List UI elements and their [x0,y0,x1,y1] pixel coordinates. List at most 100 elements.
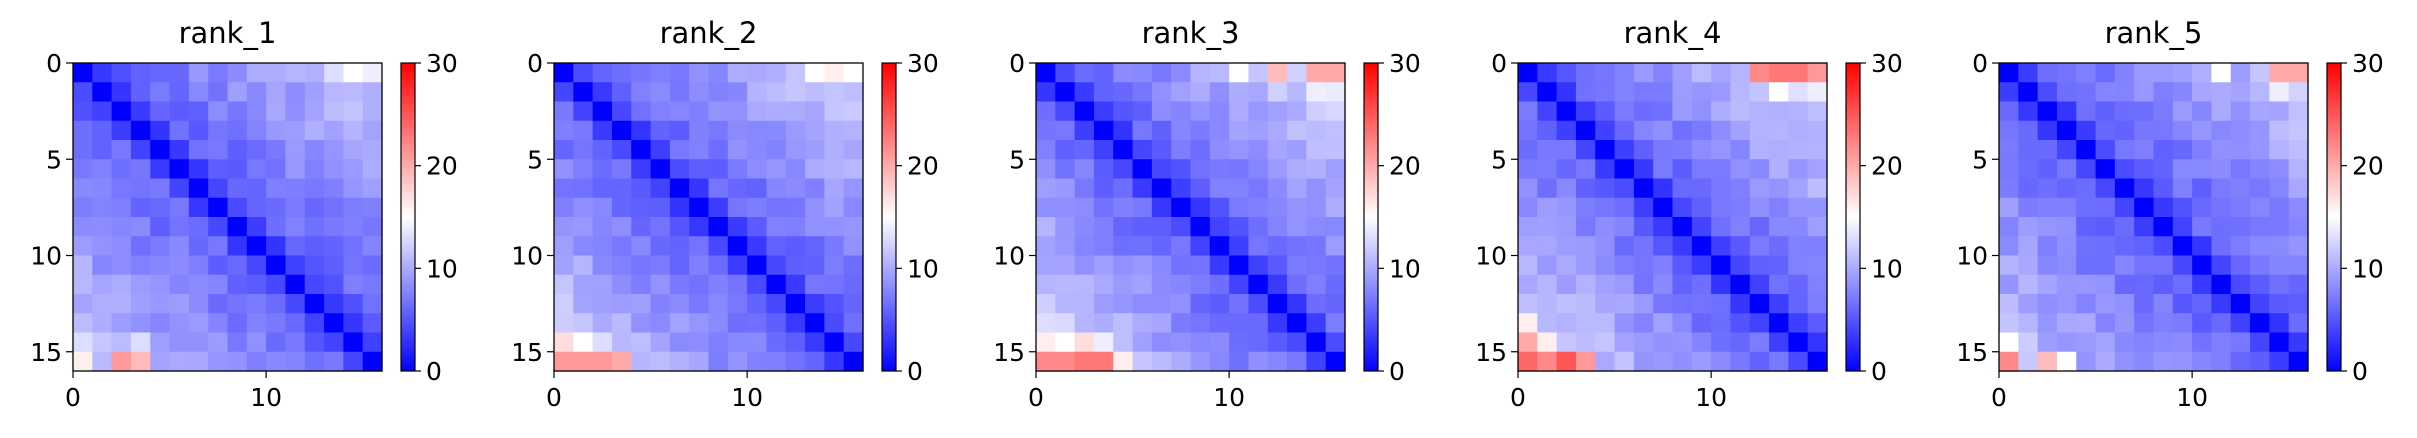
heatmap-cell [1575,120,1596,141]
heatmap-cell [689,140,710,160]
heatmap-cell [1749,159,1770,180]
heatmap-cell [2269,255,2290,276]
heatmap-cell [766,197,787,218]
heatmap-cell [2269,294,2290,314]
heatmap-cell [1229,236,1250,257]
colorbar-tick-label: 30 [907,49,939,78]
chart-title: rank_1 [179,16,277,50]
heatmap-cell [266,313,287,334]
heatmap-cell [592,351,613,372]
heatmap-cell [208,332,229,353]
heatmap-cell [1306,120,1327,141]
heatmap-cell [2269,351,2290,372]
colorbar-tick-label: 20 [2352,152,2384,181]
heatmap-cell [2172,236,2193,257]
heatmap-cell [1633,178,1654,199]
heatmap-cell [266,236,287,257]
heatmap-cell [362,140,383,160]
heatmap-cell [1267,274,1288,295]
heatmap-cell [2269,140,2290,160]
heatmap-cell [1633,236,1654,257]
heatmap-cell [1074,101,1095,122]
heatmap-cell [669,332,690,353]
heatmap-cell [1769,82,1789,103]
heatmap-cell [285,351,306,372]
heatmap-cell [1788,63,1809,83]
heatmap-cell [1537,63,1558,83]
colorbar [400,62,416,372]
heatmap-cell [2192,313,2213,334]
heatmap-cell [92,178,113,199]
heatmap-cell [573,236,594,257]
heatmap-cell [1769,140,1789,160]
heatmap-cell [2172,332,2193,353]
heatmap-cell [2056,313,2077,334]
heatmap-cell [2076,197,2097,218]
heatmap-cell [1093,82,1114,103]
heatmap-cell [611,82,632,103]
heatmap-cell [246,255,267,276]
heatmap-cell [1691,101,1712,122]
heatmap-cell [188,332,209,353]
heatmap-cell [227,294,248,314]
heatmap-cell [785,274,806,295]
y-tick-label: 15 [1475,338,1507,367]
heatmap-cell [747,197,768,218]
heatmap-cell [1325,351,1346,372]
heatmap-cell [1171,332,1192,353]
heatmap-cell [1151,140,1172,160]
heatmap-cell [1248,120,1269,141]
heatmap-cell [2153,63,2174,83]
heatmap-cell [1190,120,1211,141]
heatmap-cell [554,120,574,141]
heatmap-cell [785,140,806,160]
heatmap-cell [1769,351,1789,372]
heatmap-cell [2269,236,2290,257]
heatmap-cell [1653,101,1674,122]
heatmap-cell [573,82,594,103]
heatmap-cell [362,236,383,257]
heatmap-cell [689,351,710,372]
heatmap-cell [1248,255,1269,276]
heatmap-cell [92,236,113,257]
heatmap-cell [554,294,574,314]
heatmap-cell [1209,217,1230,237]
heatmap-cell [708,313,729,334]
heatmap-cell [208,313,229,334]
heatmap-cell [1151,332,1172,353]
heatmap-cell [1749,101,1770,122]
heatmap-cell [1999,120,2019,141]
x-tick-label: 10 [2176,383,2208,412]
heatmap-cell [362,217,383,237]
heatmap-cell [1229,217,1250,237]
heatmap-cell [785,178,806,199]
heatmap-cell [2269,332,2290,353]
heatmap-cell [130,159,151,180]
heatmap-cell [1036,274,1056,295]
heatmap-cell [1633,159,1654,180]
heatmap-cell [266,120,287,141]
heatmap-cell [2056,332,2077,353]
heatmap-cell [2095,274,2116,295]
heatmap-cell [1229,159,1250,180]
heatmap-cell [1151,351,1172,372]
heatmap-cell [1749,332,1770,353]
heatmap-cell [805,197,825,218]
heatmap-cell [2288,159,2309,180]
colorbar-tick-label: 20 [426,152,458,181]
heatmap-cell [747,294,768,314]
heatmap-cell [150,140,171,160]
heatmap-cell [611,63,632,83]
heatmap-cell [1595,294,1616,314]
heatmap-cell [1267,63,1288,83]
heatmap-cell [1575,159,1596,180]
heatmap-cell [1151,294,1172,314]
heatmap-cell [592,332,613,353]
heatmap-cell [1556,140,1577,160]
heatmap-cell [1287,140,1307,160]
heatmap-cell [554,313,574,334]
heatmap-cell [747,217,768,237]
heatmap-cell [1287,274,1307,295]
heatmap-cell [2172,351,2193,372]
